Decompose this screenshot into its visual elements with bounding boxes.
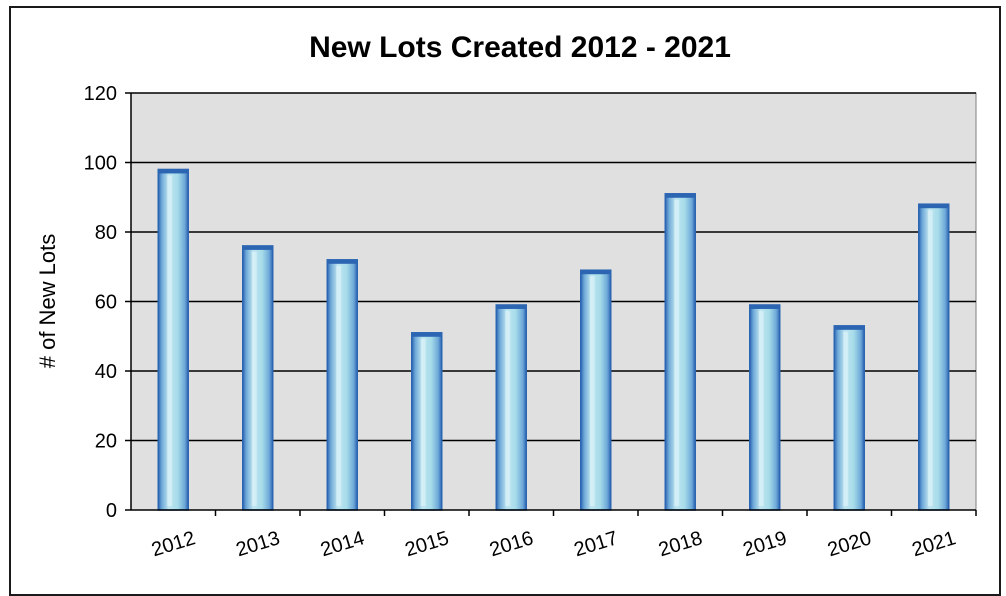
y-tick-label: 80 (95, 222, 117, 244)
bar-highlight (843, 331, 849, 506)
y-axis-ticks: 0 20 40 60 80 100 120 (84, 83, 131, 522)
y-tick-label: 40 (95, 361, 117, 383)
bar-body (326, 259, 358, 511)
bar (242, 245, 274, 511)
bar (749, 304, 781, 511)
bar (580, 269, 612, 511)
bar-top-cap (411, 332, 442, 337)
x-tick-label: 2014 (318, 527, 367, 561)
y-tick-label: 20 (95, 431, 117, 453)
bar (326, 259, 358, 511)
bar-top-cap (327, 259, 358, 264)
bar-top-cap (242, 245, 273, 250)
bar-top-cap (158, 169, 189, 174)
bar-body (918, 203, 950, 511)
bar (664, 193, 696, 511)
x-tick-label: 2021 (910, 527, 959, 561)
bar-body (157, 168, 189, 511)
y-tick-label: 0 (106, 500, 117, 522)
chart-title: New Lots Created 2012 - 2021 (309, 31, 731, 64)
bar-highlight (336, 265, 342, 506)
y-tick-label: 60 (95, 292, 117, 314)
bar-highlight (758, 310, 764, 506)
bar-top-cap (496, 304, 527, 309)
bar-body (749, 304, 781, 511)
bar-highlight (251, 251, 257, 506)
y-tick-label: 120 (84, 83, 117, 105)
bar-body (411, 332, 443, 511)
x-tick-label: 2019 (741, 527, 790, 561)
bar (495, 304, 527, 511)
bar-body (242, 245, 274, 511)
bar-body (580, 269, 612, 511)
bar (411, 332, 443, 511)
bars (157, 168, 950, 511)
x-axis-ticks: 2012 2013 2014 2015 2016 2017 2018 2019 2020 2021 (149, 510, 977, 561)
bar (833, 325, 865, 511)
bar-highlight (505, 310, 511, 506)
x-tick-label: 2012 (149, 527, 198, 561)
bar-highlight (420, 338, 426, 506)
x-tick-label: 2017 (572, 527, 621, 561)
bar (918, 203, 950, 511)
bar-top-cap (749, 304, 780, 309)
bar-body (664, 193, 696, 511)
bar-top-cap (918, 204, 949, 209)
y-axis-title: # of New Lots (35, 234, 60, 369)
bar-highlight (167, 175, 173, 506)
bar-highlight (927, 210, 933, 506)
x-tick-label: 2015 (403, 527, 452, 561)
x-tick-label: 2018 (656, 527, 705, 561)
bar-body (833, 325, 865, 511)
bar-highlight (674, 199, 680, 506)
bar (157, 168, 189, 511)
x-tick-label: 2013 (234, 527, 283, 561)
y-tick-label: 100 (84, 153, 117, 175)
bar-top-cap (580, 270, 611, 275)
bar-highlight (589, 276, 595, 506)
bar-top-cap (665, 193, 696, 198)
bar-chart: New Lots Created 2012 - 2021 0 20 40 60 80 10… (35, 31, 977, 561)
bar-body (495, 304, 527, 511)
x-tick-label: 2016 (487, 527, 536, 561)
x-tick-label: 2020 (825, 527, 874, 561)
bar-top-cap (834, 325, 865, 330)
